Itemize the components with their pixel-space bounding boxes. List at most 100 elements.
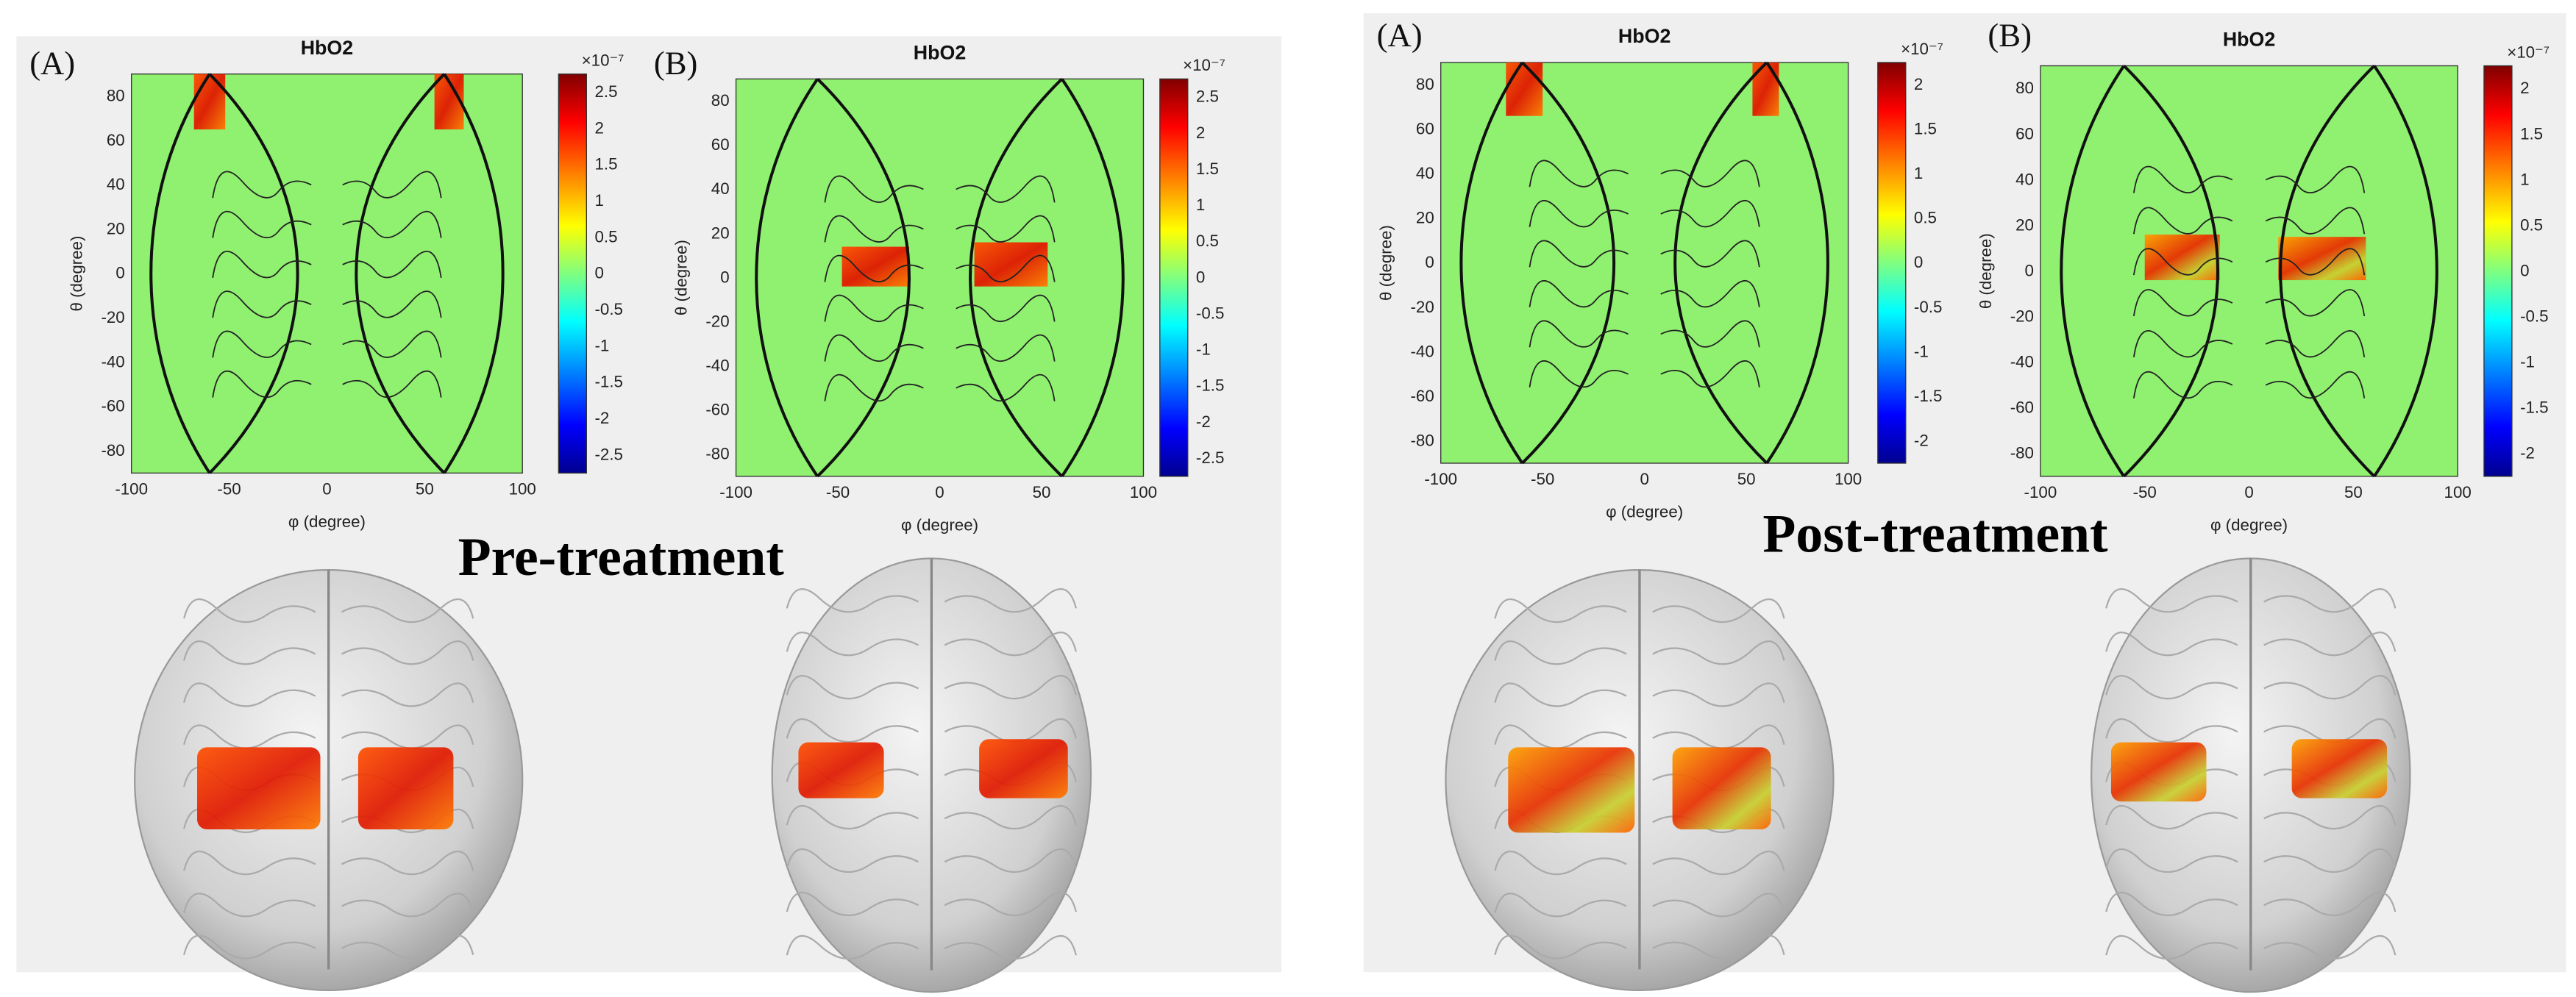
panel-label: (A) (1377, 17, 1423, 54)
y-tick-label: -40 (101, 352, 124, 371)
x-tick-label: 50 (416, 479, 434, 498)
y-tick-label: -40 (1410, 342, 1434, 360)
brain-activation (197, 747, 321, 830)
colorbar-tick-label: 2.5 (1196, 87, 1219, 106)
y-axis-label: θ (degree) (672, 240, 691, 315)
colorbar-tick-label: -0.5 (1914, 298, 1942, 316)
y-tick-label: 20 (1416, 209, 1434, 227)
y-tick-label: -60 (101, 397, 124, 415)
x-axis-label: φ (degree) (288, 512, 366, 531)
colorbar (558, 73, 588, 474)
brain-activation (798, 742, 884, 798)
map-title: HbO2 (1618, 25, 1671, 47)
colorbar-tick-label: -1.5 (1196, 376, 1224, 395)
x-tick-label: 0 (322, 479, 331, 498)
colorbar-exponent: ×10⁻⁷ (1183, 56, 1225, 74)
colorbar-tick-label: 2 (1914, 75, 1923, 93)
caption: Pre-treatment (458, 526, 785, 587)
map-area (131, 73, 523, 474)
activation (1506, 62, 1543, 116)
y-tick-label: 0 (720, 268, 729, 286)
colorbar (1159, 78, 1189, 477)
colorbar-tick-label: -2 (2520, 444, 2535, 462)
x-tick-label: 50 (2344, 483, 2363, 501)
contour (1529, 160, 1629, 388)
colorbar-tick-label: -1 (1196, 340, 1211, 359)
y-tick-label: -80 (1410, 431, 1434, 449)
x-tick-label: 0 (2244, 483, 2253, 501)
contour (342, 171, 442, 399)
map-area (735, 78, 1145, 477)
brain-activation (1672, 747, 1771, 830)
y-tick-label: 20 (107, 219, 125, 237)
colorbar-tick-label: 0 (1914, 253, 1923, 271)
colorbar-tick-label: -2 (594, 409, 609, 427)
colorbar-tick-label: -2.5 (1196, 449, 1224, 467)
y-tick-label: -20 (705, 312, 729, 330)
colorbar-tick-label: -1 (2520, 352, 2535, 371)
colorbar-exponent: ×10⁻⁷ (582, 51, 625, 69)
colorbar-tick-label: -2 (1914, 431, 1929, 449)
hemisphere-outline (1673, 61, 1829, 465)
activation (193, 74, 226, 130)
colorbar-tick-label: 0 (594, 264, 603, 282)
y-axis-label: θ (degree) (1377, 225, 1395, 301)
colorbar-tick-label: 0.5 (1196, 232, 1219, 250)
colorbar-tick-label: 0.5 (2520, 215, 2543, 234)
panel-label: (B) (1988, 17, 2032, 54)
activation (1752, 62, 1779, 116)
y-tick-label: 40 (711, 179, 730, 198)
y-axis-label: θ (degree) (68, 236, 86, 312)
colorbar-exponent: ×10⁻⁷ (2507, 43, 2550, 61)
colorbar-tick-label: -0.5 (594, 300, 622, 318)
x-axis-label: φ (degree) (1606, 503, 1683, 521)
colorbar-tick-label: -2 (1196, 412, 1211, 431)
activation (2278, 237, 2366, 281)
colorbar-tick-label: 2 (1196, 124, 1205, 142)
contour (2265, 165, 2366, 399)
x-tick-label: 50 (1033, 483, 1051, 501)
x-tick-label: 100 (509, 479, 536, 498)
colorbar-tick-label: 1.5 (1196, 160, 1219, 178)
x-tick-label: -50 (2133, 483, 2157, 501)
colorbar-tick-label: 0.5 (594, 227, 617, 246)
x-tick-label: -100 (1424, 470, 1457, 488)
colorbar-tick-label: 1 (2520, 170, 2529, 188)
map-title: HbO2 (914, 42, 966, 64)
hemisphere-outline (755, 77, 911, 478)
activation (2144, 235, 2220, 281)
colorbar-tick-label: -1 (1914, 342, 1929, 360)
y-tick-label: -80 (2010, 444, 2034, 462)
hemisphere-outline (969, 77, 1125, 478)
colorbar-tick-label: 2 (594, 118, 603, 137)
colorbar-tick-label: 0 (1196, 268, 1205, 286)
y-tick-label: 20 (711, 224, 730, 242)
colorbar-tick-label: 1 (594, 191, 603, 210)
hemisphere-outline (1459, 61, 1615, 465)
colorbar-tick-label: -1.5 (1914, 387, 1942, 405)
colorbar-exponent: ×10⁻⁷ (1901, 40, 1943, 58)
x-axis-label: φ (degree) (2210, 516, 2288, 535)
colorbar-tick-label: 1 (1196, 196, 1205, 214)
x-tick-label: 100 (2444, 483, 2472, 501)
x-tick-label: -50 (217, 479, 241, 498)
y-tick-label: 0 (1425, 253, 1434, 271)
brain-activation (357, 747, 454, 830)
brain-activation (1508, 747, 1635, 833)
y-tick-label: 40 (1416, 164, 1434, 182)
x-tick-label: 50 (1737, 470, 1756, 488)
y-tick-label: 80 (2015, 79, 2034, 97)
colorbar (2483, 65, 2513, 477)
colorbar-tick-label: 1.5 (2520, 124, 2543, 143)
y-tick-label: -40 (2010, 352, 2034, 371)
panel-label: (B) (654, 45, 698, 82)
y-tick-label: 40 (107, 175, 125, 193)
y-tick-label: 0 (115, 264, 124, 282)
y-tick-label: -40 (705, 356, 729, 374)
contour (824, 175, 924, 402)
colorbar-tick-label: -0.5 (2520, 307, 2548, 325)
y-tick-label: 0 (2025, 261, 2034, 279)
hemisphere-outline (2060, 65, 2219, 478)
y-tick-label: -80 (705, 445, 729, 463)
